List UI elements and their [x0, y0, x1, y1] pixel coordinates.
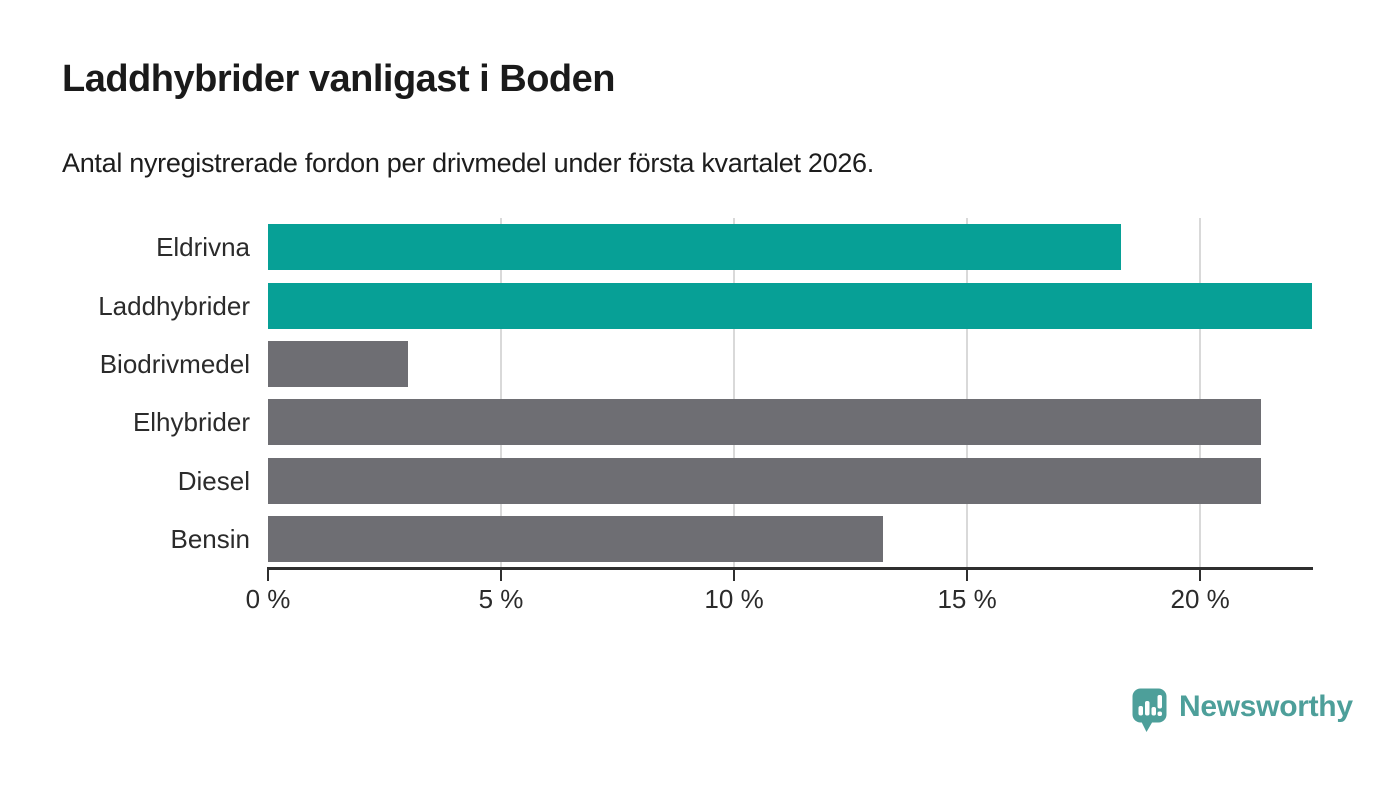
category-label-bensin: Bensin: [170, 523, 251, 554]
bar-diesel: [268, 457, 1261, 504]
bar-eldrivna: [268, 224, 1121, 271]
gridline-10-percent: [733, 218, 736, 568]
newsworthy-logo: Newsworthy: [1132, 688, 1353, 733]
x-axis-tick-label-5: 5 %: [478, 584, 524, 614]
gridline-20-percent: [1199, 218, 1202, 568]
category-label-laddhybrider: Laddhybrider: [98, 290, 250, 321]
page-title: Laddhybrider vanligast i Boden: [62, 58, 615, 100]
x-axis-tick-20: [1199, 570, 1202, 581]
bar-laddhybrider: [268, 282, 1312, 329]
category-label-elhybrider: Elhybrider: [132, 407, 250, 438]
x-axis-line: [267, 567, 1313, 570]
category-label-eldrivna: Eldrivna: [156, 232, 250, 263]
x-axis-tick-0: [267, 570, 269, 581]
x-axis-tick-label-20: 20 %: [1170, 584, 1230, 614]
bar-biodrivmedel: [268, 340, 408, 387]
bar-elhybrider: [268, 399, 1261, 446]
category-label-diesel: Diesel: [177, 465, 250, 496]
gridline-15-percent: [966, 218, 969, 568]
x-axis-tick-label-15: 15 %: [937, 584, 997, 614]
gridline-5-percent: [500, 218, 503, 568]
bar-bensin: [268, 515, 884, 562]
newsworthy-logo-text: Newsworthy: [1179, 690, 1353, 723]
x-axis-tick-5: [500, 570, 503, 581]
x-axis-tick-10: [733, 570, 736, 581]
chart-subtitle: Antal nyregistrerade fordon per drivmede…: [62, 148, 874, 178]
x-axis-tick-label-0: 0 %: [245, 584, 291, 614]
newsworthy-bubble-chart-icon: [1132, 688, 1167, 732]
category-label-biodrivmedel: Biodrivmedel: [99, 348, 250, 379]
x-axis-tick-label-10: 10 %: [704, 584, 764, 614]
x-axis-tick-15: [966, 570, 969, 581]
